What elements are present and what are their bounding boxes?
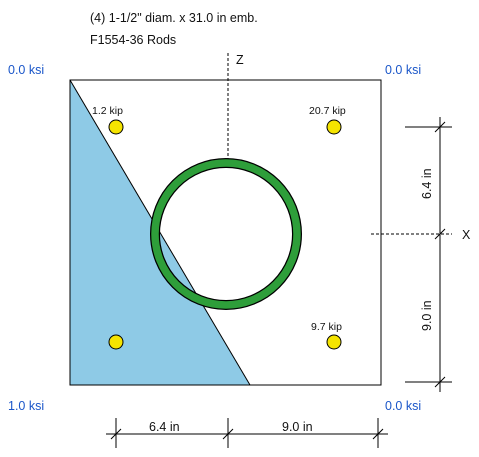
dim-right-top: 6.4 in [420,168,434,199]
rod-force-label: 20.7 kip [309,105,346,117]
base-plate-border [69,79,382,386]
rod-description: (4) 1-1/2" diam. x 31.0 in emb. [90,11,258,25]
anchor-rod [326,119,342,135]
pressure-top-right: 0.0 ksi [385,63,421,77]
pressure-bottom-right: 0.0 ksi [385,399,421,413]
pressure-top-left: 0.0 ksi [8,63,44,77]
anchor-rod [108,119,124,135]
rod-force-label: 1.2 kip [92,105,123,117]
column-ring [151,159,301,309]
rod-force-label: 9.7 kip [311,321,342,333]
right-dimension [405,117,452,392]
anchor-rod [108,334,124,350]
x-axis-label: X [462,228,471,242]
dim-bottom-right: 9.0 in [282,420,313,434]
anchor-rod [326,334,342,350]
pressure-bottom-left: 1.0 ksi [8,399,44,413]
z-axis-label: Z [236,53,244,67]
rod-grade: F1554-36 Rods [90,33,176,47]
dim-bottom-left: 6.4 in [149,420,180,434]
bottom-dimension [106,418,388,448]
dim-right-bottom: 9.0 in [420,300,434,331]
